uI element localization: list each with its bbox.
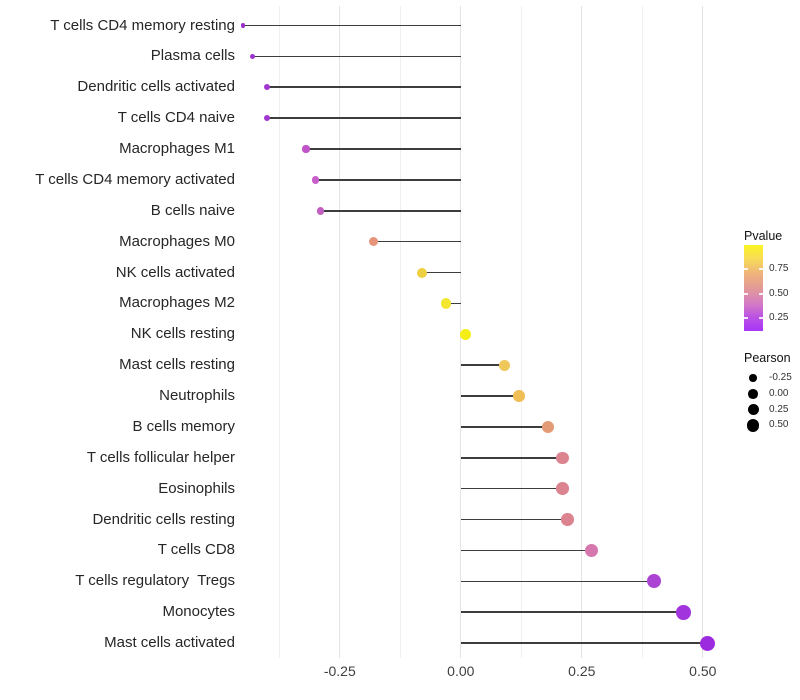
lollipop-dot <box>264 84 271 91</box>
y-axis-label: T cells regulatory Tregs <box>75 572 235 590</box>
lollipop-stem <box>315 179 461 181</box>
y-axis-label: Macrophages M0 <box>119 232 235 250</box>
gridline-major <box>339 6 341 658</box>
lollipop-dot <box>240 23 246 28</box>
y-axis-label: Monocytes <box>162 603 235 621</box>
pvalue-colorbar <box>744 245 763 331</box>
x-axis-tick-label: 0.25 <box>568 663 596 679</box>
y-axis-label: Mast cells activated <box>104 634 235 652</box>
y-axis-label: Dendritic cells activated <box>77 78 235 96</box>
lollipop-stem <box>252 55 461 58</box>
pvalue-colorbar-tick-label: 0.75 <box>769 263 789 275</box>
y-axis-label: Neutrophils <box>159 387 235 405</box>
y-axis-label: NK cells resting <box>130 325 235 343</box>
y-axis-label: B cells naive <box>150 201 235 219</box>
pearson-size-dot <box>747 404 759 416</box>
lollipop-stem <box>243 24 461 27</box>
gridline-major <box>581 6 583 658</box>
y-axis-label: T cells CD4 memory activated <box>35 170 235 188</box>
y-axis-label: Dendritic cells resting <box>92 510 235 528</box>
gridline-major <box>702 6 704 658</box>
pearson-size-label: -0.25 <box>769 372 792 383</box>
pvalue-colorbar-tick-label: 0.25 <box>769 312 789 324</box>
y-axis-label: T cells CD4 memory resting <box>50 16 235 34</box>
lollipop-stem <box>460 580 655 583</box>
lollipop-stem <box>446 302 461 305</box>
pvalue-colorbar-tick <box>759 268 763 270</box>
y-axis-label: Plasma cells <box>150 47 235 65</box>
lollipop-stem <box>305 148 461 150</box>
lollipop-dot <box>556 451 569 465</box>
lollipop-stem <box>373 240 461 243</box>
x-axis-tick-label: -0.25 <box>323 663 356 679</box>
pvalue-colorbar-tick <box>759 317 763 319</box>
x-axis-tick-label: 0.50 <box>689 663 717 679</box>
gridline-minor <box>520 6 522 658</box>
gridline-minor <box>278 6 280 658</box>
y-axis-label: Macrophages M1 <box>119 140 235 158</box>
pearson-legend-title: Pearson <box>744 351 791 365</box>
pearson-size-label: 0.00 <box>769 387 789 399</box>
lollipop-dot <box>676 604 691 620</box>
lollipop-stem <box>460 457 563 459</box>
lollipop-stem <box>320 209 461 212</box>
lollipop-dot <box>264 115 271 122</box>
y-axis-label: T cells CD8 <box>157 541 235 559</box>
pearson-size-label: 0.25 <box>769 403 789 415</box>
lollipop-stem <box>460 642 708 644</box>
lollipop-dot <box>369 237 379 247</box>
lollipop-stem <box>267 86 461 89</box>
lollipop-dot <box>647 574 662 589</box>
pvalue-colorbar-tick <box>744 293 748 295</box>
pvalue-colorbar-tick-label: 0.50 <box>769 288 789 300</box>
lollipop-dot <box>417 267 428 278</box>
lollipop-stem <box>460 518 568 521</box>
lollipop-stem <box>460 395 519 397</box>
y-axis-label: T cells follicular helper <box>86 448 235 466</box>
lollipop-stem <box>460 549 592 552</box>
pvalue-colorbar-tick <box>744 317 748 319</box>
lollipop-dot <box>302 145 310 153</box>
lollipop-dot <box>560 513 574 526</box>
lollipop-dot <box>249 53 256 60</box>
y-axis-label: B cells memory <box>132 417 235 435</box>
pearson-size-label: 0.50 <box>769 419 789 431</box>
y-axis-label: Mast cells resting <box>119 356 235 374</box>
pvalue-legend-title: Pvalue <box>744 229 783 243</box>
lollipop-stem <box>422 271 461 274</box>
lollipop-dot <box>541 420 554 434</box>
y-axis-label: Eosinophils <box>158 479 235 497</box>
lollipop-dot <box>556 482 569 495</box>
gridline-minor <box>641 6 643 658</box>
y-axis-label: Macrophages M2 <box>119 294 235 312</box>
pearson-size-dot <box>746 419 760 432</box>
y-axis-label: T cells CD4 naive <box>117 109 235 127</box>
lollipop-stem <box>460 364 505 366</box>
lollipop-stem <box>460 611 684 613</box>
lollipop-dot <box>441 298 452 309</box>
lollipop-stem <box>460 487 563 490</box>
lollipop-dot <box>316 206 325 215</box>
lollipop-stem <box>267 117 461 119</box>
y-axis-label: NK cells activated <box>115 263 235 281</box>
pvalue-colorbar-tick <box>744 268 748 270</box>
lollipop-dot <box>498 359 510 371</box>
pearson-size-dot <box>748 389 758 399</box>
pearson-size-dot <box>749 374 757 382</box>
lollipop-dot <box>584 543 599 558</box>
x-axis-tick-label: 0.00 <box>447 663 475 679</box>
lollipop-dot <box>460 328 472 340</box>
lollipop-dot <box>311 176 320 184</box>
gridline-minor <box>399 6 401 658</box>
lollipop-stem <box>460 426 548 428</box>
lollipop-dot <box>513 390 525 402</box>
lollipop-dot <box>700 635 716 651</box>
pvalue-colorbar-tick <box>759 293 763 295</box>
